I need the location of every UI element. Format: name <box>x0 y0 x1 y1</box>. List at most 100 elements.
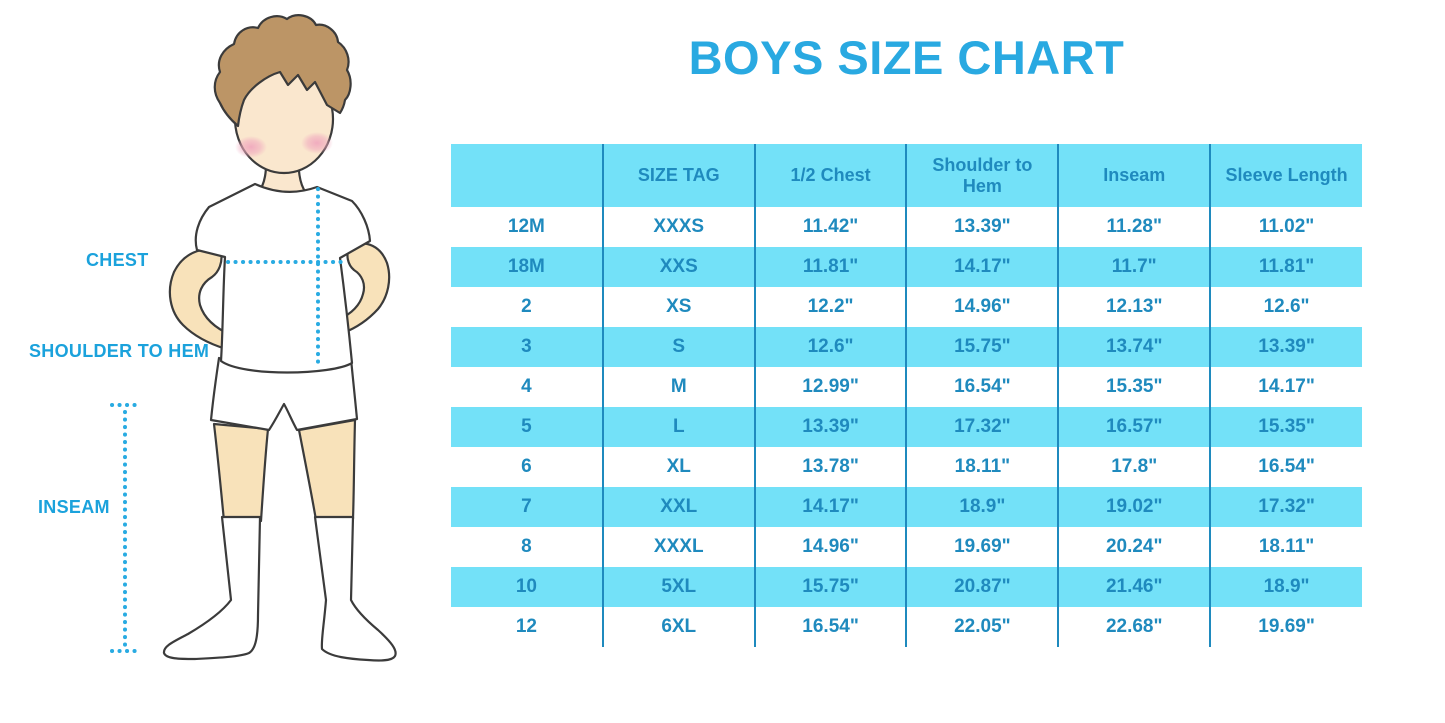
inseam-cell: 13.74" <box>1057 327 1211 367</box>
shoulder-to-hem-cell: 18.11" <box>905 447 1059 487</box>
half-chest-cell: 13.78" <box>753 447 907 487</box>
size-tag-cell: XL <box>601 447 755 487</box>
sleeve-length-cell: 14.17" <box>1209 367 1362 407</box>
shoulder-to-hem-cell: 17.32" <box>905 407 1059 447</box>
size-tag-cell: S <box>601 327 755 367</box>
table-row: 2 XS 12.2" 14.96" 12.13" 12.6" <box>451 287 1362 327</box>
size-tag-cell: XS <box>601 287 755 327</box>
table-row: 8 XXXL 14.96" 19.69" 20.24" 18.11" <box>451 527 1362 567</box>
shoulder-to-hem-cell: 15.75" <box>905 327 1059 367</box>
table-row: 10 5XL 15.75" 20.87" 21.46" 18.9" <box>451 567 1362 607</box>
shoulder-to-hem-cell: 16.54" <box>905 367 1059 407</box>
size-cell: 5 <box>521 416 532 437</box>
size-tag-cell: XXXS <box>601 207 755 247</box>
sleeve-length-cell: 18.11" <box>1209 527 1362 567</box>
half-chest-cell: 12.2" <box>753 287 907 327</box>
table-row: 3 S 12.6" 15.75" 13.74" 13.39" <box>451 327 1362 367</box>
boy-illustration <box>110 14 397 662</box>
size-cell: 12M <box>507 216 545 237</box>
size-cell: 10 <box>515 576 537 597</box>
sleeve-length-cell: 16.54" <box>1209 447 1362 487</box>
inseam-cell: 20.24" <box>1057 527 1211 567</box>
column-header-size-tag: SIZE TAG <box>601 144 755 207</box>
size-tag-cell: XXXL <box>601 527 755 567</box>
half-chest-cell: 15.75" <box>753 567 907 607</box>
half-chest-cell: 11.42" <box>753 207 907 247</box>
size-cell: 6 <box>521 456 532 477</box>
size-cell: 4 <box>521 376 532 397</box>
tshirt <box>194 182 372 374</box>
size-cell: 8 <box>521 536 532 557</box>
table-row: 18M XXS 11.81" 14.17" 11.7" 11.81" <box>451 247 1362 287</box>
size-cell: 3 <box>521 336 532 357</box>
half-chest-cell: 14.96" <box>753 527 907 567</box>
column-header-half-chest: 1/2 Chest <box>753 144 907 207</box>
size-tag-cell: L <box>601 407 755 447</box>
half-chest-cell: 13.39" <box>753 407 907 447</box>
left-leg <box>212 422 270 523</box>
size-tag-cell: 5XL <box>601 567 755 607</box>
inseam-cell: 12.13" <box>1057 287 1211 327</box>
size-tag-cell: XXL <box>601 487 755 527</box>
size-cell: 7 <box>521 496 532 517</box>
shoulder-to-hem-cell: 14.17" <box>905 247 1059 287</box>
table-row: 12 6XL 16.54" 22.05" 22.68" 19.69" <box>451 607 1362 647</box>
sleeve-length-cell: 12.6" <box>1209 287 1362 327</box>
sleeve-length-cell: 18.9" <box>1209 567 1362 607</box>
sleeve-length-cell: 19.69" <box>1209 607 1362 647</box>
blush-right-cheek <box>301 132 333 154</box>
left-sock <box>162 515 262 661</box>
inseam-cell: 11.28" <box>1057 207 1211 247</box>
inseam-cell: 16.57" <box>1057 407 1211 447</box>
right-leg <box>297 418 357 522</box>
blush-left-cheek <box>235 136 267 158</box>
sleeve-length-cell: 11.81" <box>1209 247 1362 287</box>
column-header-inseam: Inseam <box>1057 144 1211 207</box>
shoulder-to-hem-cell: 20.87" <box>905 567 1059 607</box>
half-chest-cell: 12.6" <box>753 327 907 367</box>
column-header-size <box>451 144 603 207</box>
inseam-cell: 17.8" <box>1057 447 1211 487</box>
sleeve-length-cell: 17.32" <box>1209 487 1362 527</box>
inseam-cell: 15.35" <box>1057 367 1211 407</box>
half-chest-cell: 16.54" <box>753 607 907 647</box>
size-tag-cell: XXS <box>601 247 755 287</box>
size-table: SIZE TAG 1/2 Chest Shoulder to Hem Insea… <box>451 144 1362 647</box>
column-header-shoulder-to-hem: Shoulder to Hem <box>905 144 1059 207</box>
page-title: BOYS SIZE CHART <box>688 31 1125 84</box>
hair <box>213 14 352 128</box>
inseam-label: INSEAM <box>38 497 110 517</box>
inseam-cell: 22.68" <box>1057 607 1211 647</box>
table-row: 5 L 13.39" 17.32" 16.57" 15.35" <box>451 407 1362 447</box>
shoulder-to-hem-label: SHOULDER TO HEM <box>29 341 210 361</box>
table-row: 4 M 12.99" 16.54" 15.35" 14.17" <box>451 367 1362 407</box>
half-chest-cell: 14.17" <box>753 487 907 527</box>
size-tag-cell: 6XL <box>601 607 755 647</box>
inseam-cell: 11.7" <box>1057 247 1211 287</box>
chest-label: CHEST <box>86 250 149 270</box>
size-cell: 12 <box>515 616 537 637</box>
sleeve-length-cell: 15.35" <box>1209 407 1362 447</box>
size-cell: 2 <box>521 296 532 317</box>
measurement-figure: CHEST SHOULDER TO HEM INSEAM <box>0 0 450 723</box>
sleeve-length-cell: 13.39" <box>1209 327 1362 367</box>
inseam-cell: 21.46" <box>1057 567 1211 607</box>
size-cell: 18M <box>507 256 545 277</box>
sleeve-length-cell: 11.02" <box>1209 207 1362 247</box>
table-header-row: SIZE TAG 1/2 Chest Shoulder to Hem Insea… <box>451 144 1362 207</box>
shoulder-to-hem-cell: 13.39" <box>905 207 1059 247</box>
shoulder-to-hem-cell: 22.05" <box>905 607 1059 647</box>
half-chest-cell: 12.99" <box>753 367 907 407</box>
inseam-cell: 19.02" <box>1057 487 1211 527</box>
table-row: 7 XXL 14.17" 18.9" 19.02" 17.32" <box>451 487 1362 527</box>
table-row: 12M XXXS 11.42" 13.39" 11.28" 11.02" <box>451 207 1362 247</box>
shoulder-to-hem-cell: 14.96" <box>905 287 1059 327</box>
right-sock <box>313 515 397 662</box>
half-chest-cell: 11.81" <box>753 247 907 287</box>
table-row: 6 XL 13.78" 18.11" 17.8" 16.54" <box>451 447 1362 487</box>
column-header-sleeve-length: Sleeve Length <box>1209 144 1362 207</box>
shoulder-to-hem-cell: 18.9" <box>905 487 1059 527</box>
size-tag-cell: M <box>601 367 755 407</box>
shoulder-to-hem-cell: 19.69" <box>905 527 1059 567</box>
